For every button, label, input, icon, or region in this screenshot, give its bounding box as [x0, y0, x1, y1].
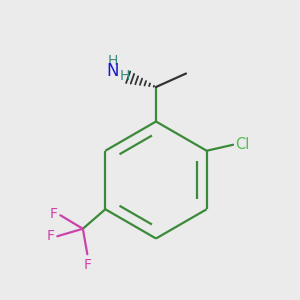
Text: H: H — [108, 54, 118, 68]
Text: F: F — [50, 207, 58, 221]
Text: F: F — [47, 229, 55, 243]
Text: Cl: Cl — [236, 137, 250, 152]
Text: H: H — [119, 69, 130, 83]
Text: F: F — [83, 258, 91, 272]
Text: N: N — [106, 62, 119, 80]
